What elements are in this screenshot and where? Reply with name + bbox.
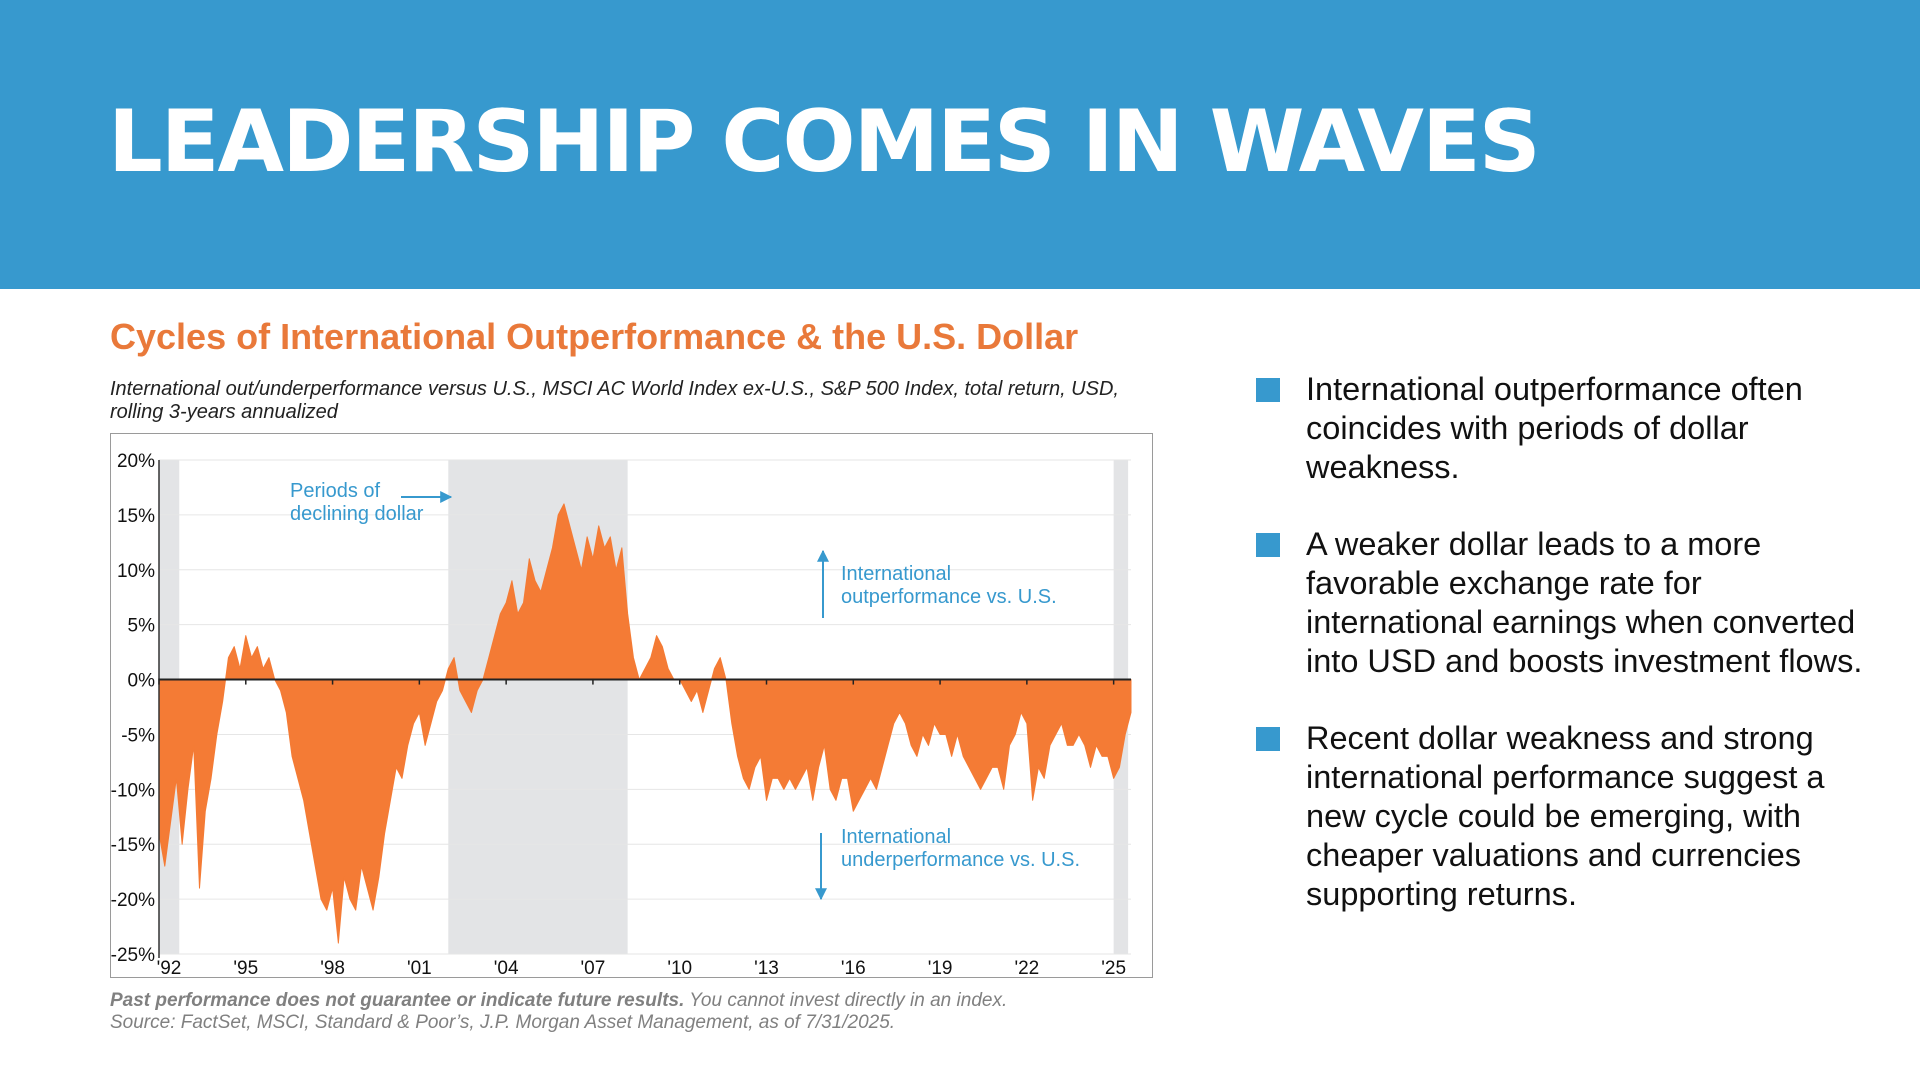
bullet-item: International outperformance often coinc… [1256,370,1876,487]
y-tick-label: -15% [111,835,155,856]
annotation-declining-dollar-line2: declining dollar [290,503,424,525]
footnote-disclaimer: Past performance does not guarantee or i… [110,990,685,1011]
y-tick-label: -10% [111,780,155,801]
y-tick-label: 0% [128,671,156,692]
y-tick-label: 10% [117,561,155,582]
annotation-outperformance-line2: outperformance vs. U.S. [841,586,1057,608]
bullet-item: A weaker dollar leads to a more favorabl… [1256,525,1876,681]
footnote-index-note: You cannot invest directly in an index. [684,990,1008,1011]
x-tick-label: '13 [754,958,779,977]
annotation-underperformance-line2: underperformance vs. U.S. [841,849,1080,871]
y-tick-label: 15% [117,506,155,527]
bullet-text: International outperformance often coinc… [1306,371,1803,485]
bullet-square-icon [1256,727,1280,751]
chart-title: Cycles of International Outperformance &… [110,316,1079,357]
series-area [158,503,1132,944]
bullet-list: International outperformance often coinc… [1256,370,1876,952]
footnote-source: Source: FactSet, MSCI, Standard & Poor’s… [110,1012,896,1033]
y-tick-label: -20% [111,890,155,911]
bullet-square-icon [1256,533,1280,557]
x-tick-label: '98 [320,958,345,977]
x-tick-label: '01 [407,958,432,977]
chart-svg: 20% 15% 10% 5% 0% -5% -10% -15% -20% -25% '92 '95 '… [111,451,1132,977]
y-tick-label: 20% [117,451,155,472]
x-tick-label: '16 [841,958,866,977]
bullet-text: Recent dollar weakness and strong intern… [1306,720,1825,912]
bullet-square-icon [1256,378,1280,402]
y-tick-label: 5% [128,616,156,637]
y-tick-label: -25% [111,945,155,966]
chart-subtitle: International out/underperformance versu… [110,378,1119,423]
bullet-text: A weaker dollar leads to a more favorabl… [1306,526,1863,679]
chart-frame: 20% 15% 10% 5% 0% -5% -10% -15% -20% -25% '92 '95 '… [110,433,1153,978]
x-tick-label: '19 [928,958,953,977]
bullet-item: Recent dollar weakness and strong intern… [1256,719,1876,914]
x-tick-label: '07 [581,958,606,977]
annotation-underperformance-line1: International [841,826,951,848]
footnote-line1: Past performance does not guarantee or i… [110,990,1160,1012]
annotation-declining-dollar-line1: Periods of [290,480,380,502]
slide-title: LEADERSHIP COMES IN WAVES [108,92,1541,192]
annotation-outperformance-line1: International [841,563,951,585]
x-tick-label: '10 [667,958,692,977]
x-tick-label: '25 [1101,958,1126,977]
x-tick-label: '92 [157,958,182,977]
x-tick-label: '04 [494,958,519,977]
y-tick-label: -5% [121,725,155,746]
footnote: Past performance does not guarantee or i… [110,990,1160,1034]
header-band [0,0,1920,289]
x-tick-label: '22 [1014,958,1039,977]
x-tick-label: '95 [233,958,258,977]
